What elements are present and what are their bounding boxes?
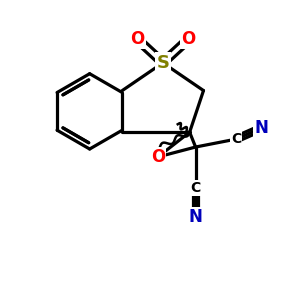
Text: S: S <box>156 54 170 72</box>
Text: C: C <box>190 181 201 195</box>
Text: C: C <box>231 132 241 146</box>
Text: N: N <box>254 119 268 137</box>
Text: O: O <box>130 30 144 48</box>
Text: N: N <box>189 208 202 226</box>
Text: O: O <box>151 148 165 166</box>
Text: O: O <box>182 30 196 48</box>
